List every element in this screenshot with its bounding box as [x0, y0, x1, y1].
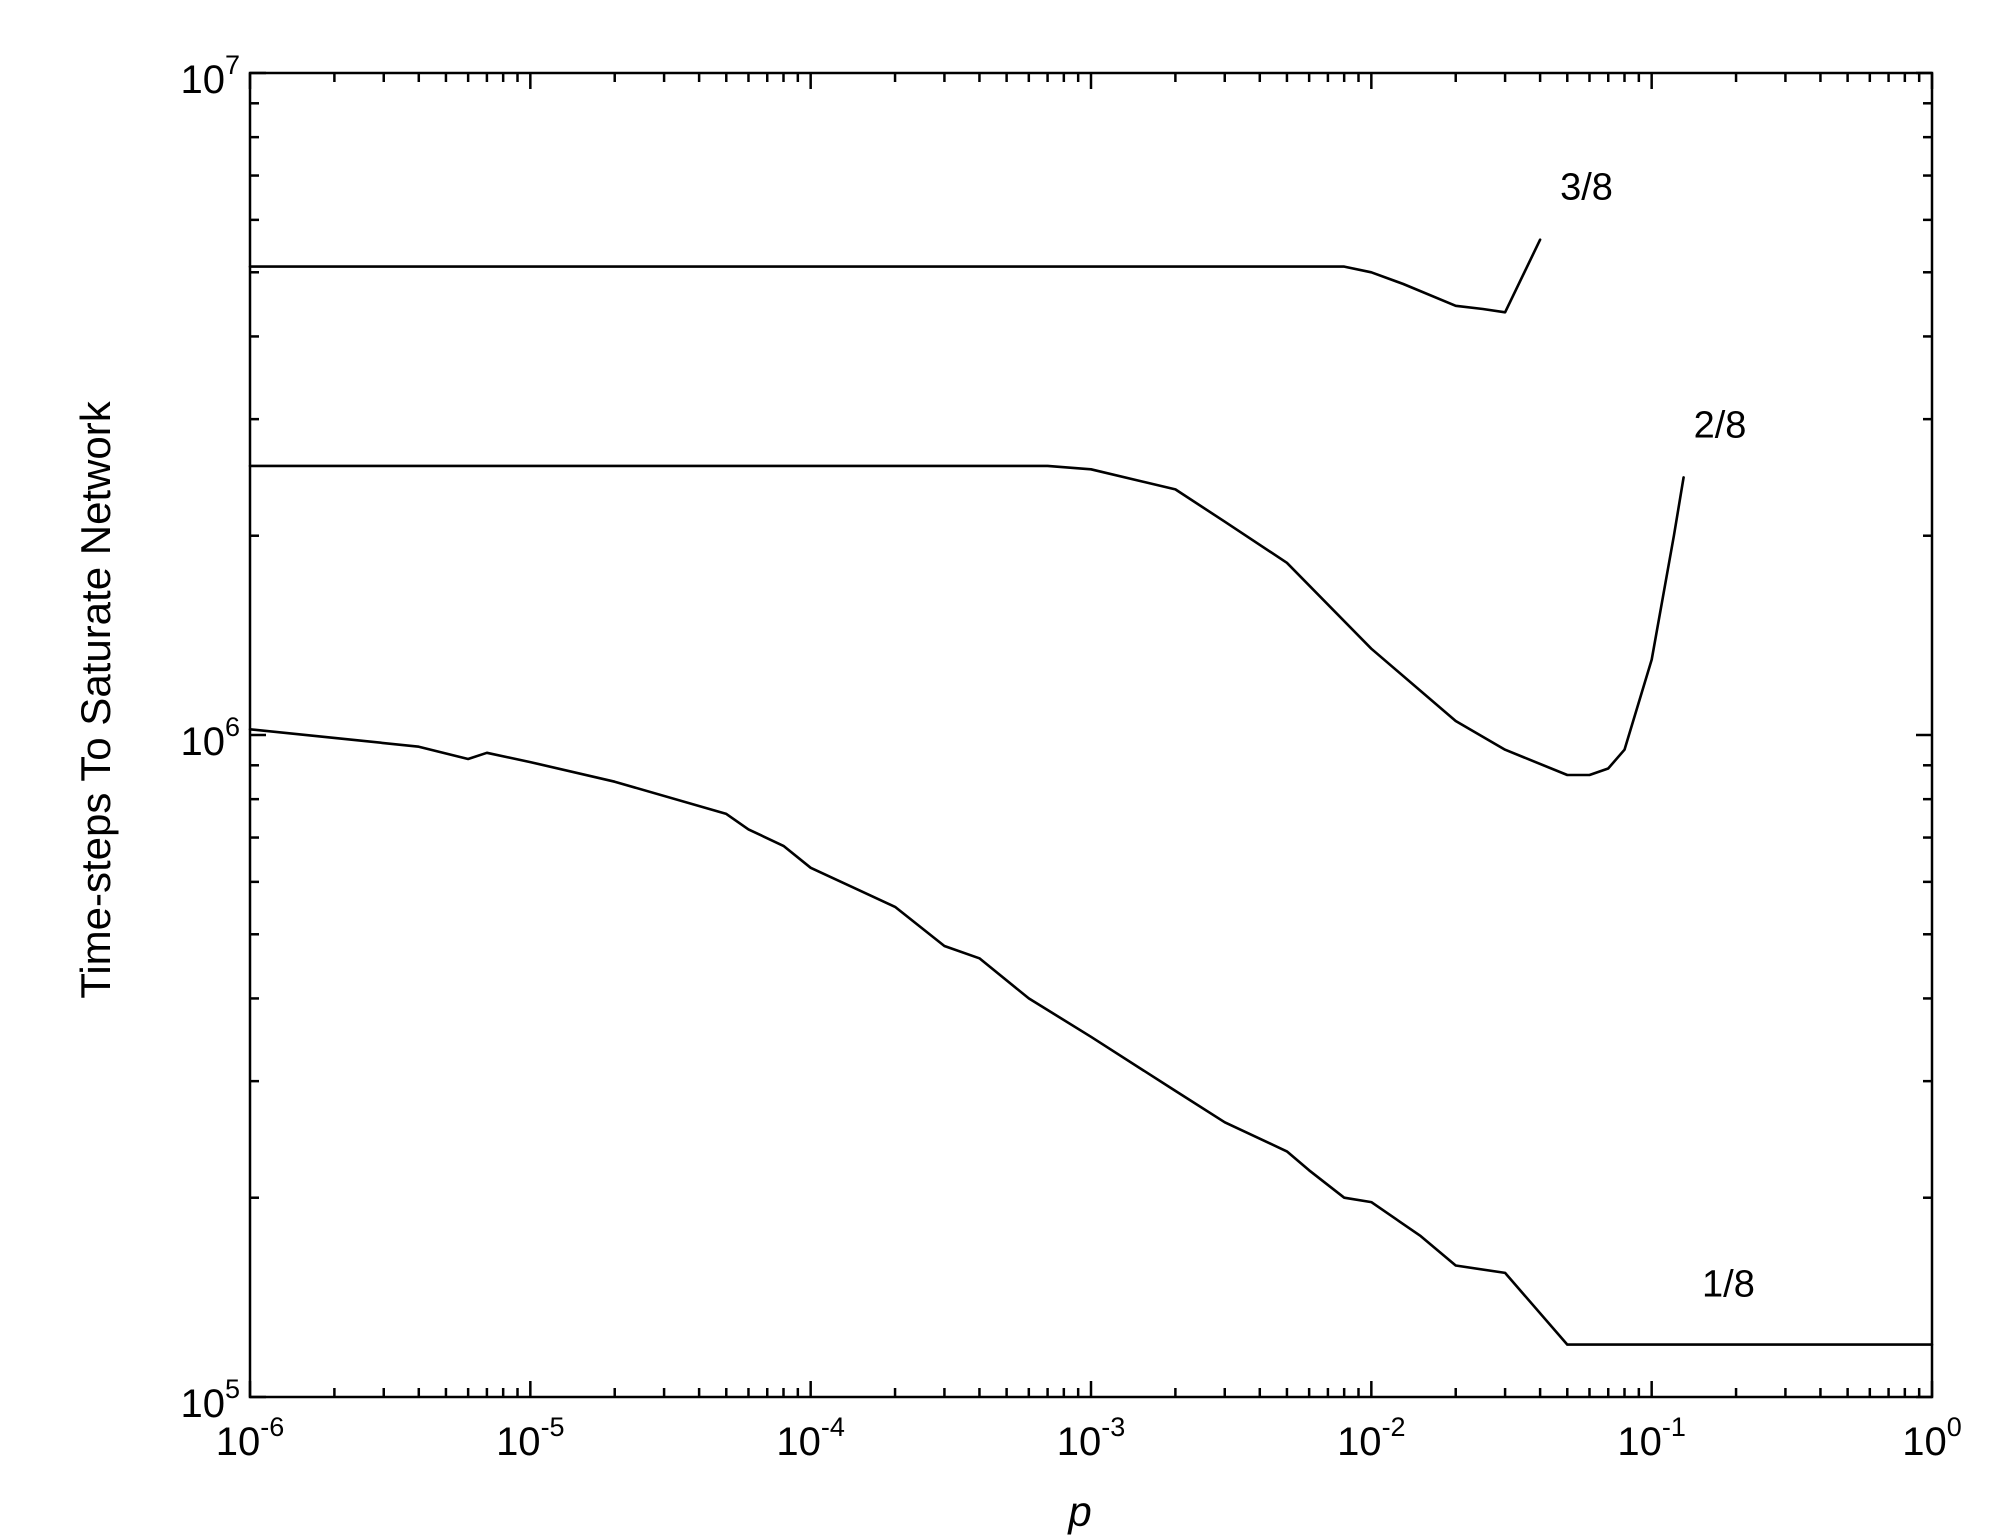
series-label-2: 1/8 — [1702, 1264, 1755, 1306]
x-tick-label: 10-6 — [216, 1412, 285, 1464]
x-tick-label: 10-5 — [496, 1412, 565, 1464]
series-label-0: 3/8 — [1560, 167, 1613, 209]
series-labels: 3/8 2/8 1/8 — [1560, 167, 1755, 1306]
plot-frame — [248, 71, 1934, 1399]
y-axis-label: Time-steps To Saturate Network — [72, 400, 119, 999]
series-line-0 — [248, 238, 1542, 314]
x-axis-label: p — [1066, 1488, 1091, 1535]
series-lines — [248, 238, 1934, 1346]
y-tick-labels: 105 106 107 — [180, 50, 240, 1426]
series-label-1: 2/8 — [1694, 404, 1747, 446]
x-tick-label: 10-4 — [776, 1412, 845, 1464]
y-tick-label: 107 — [180, 50, 240, 102]
x-tick-label: 100 — [1902, 1412, 1962, 1464]
series-line-2 — [248, 727, 1934, 1346]
plot-area-border — [248, 71, 1934, 1399]
x-tick-label: 10-3 — [1057, 1412, 1126, 1464]
y-tick-label: 106 — [180, 712, 240, 764]
x-tick-label: 10-1 — [1617, 1412, 1686, 1464]
axis-ticks — [248, 71, 1934, 1399]
series-line-1 — [248, 464, 1685, 777]
x-tick-labels: 10-6 10-5 10-4 10-3 10-2 10-1 100 — [216, 1412, 1962, 1464]
y-tick-label: 105 — [180, 1374, 240, 1426]
x-tick-label: 10-2 — [1337, 1412, 1406, 1464]
